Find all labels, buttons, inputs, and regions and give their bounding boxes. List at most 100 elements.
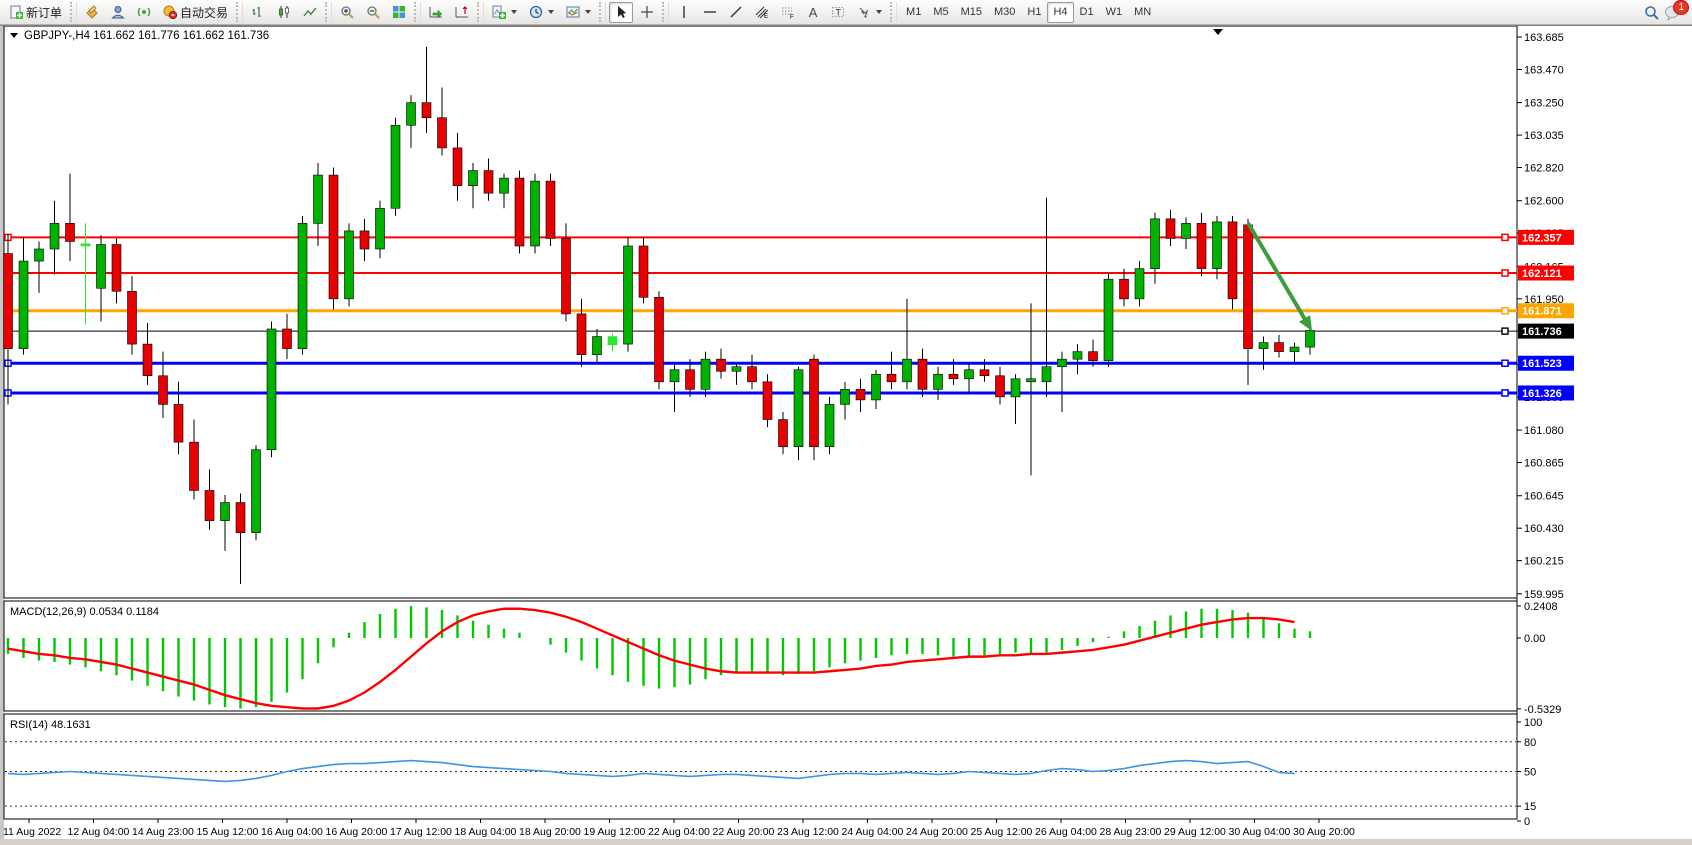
new-order-button[interactable]: 新订单 [4,2,67,23]
arrows-button[interactable] [852,2,887,23]
title-dropdown-icon[interactable] [10,33,18,38]
hline-handle[interactable] [1501,389,1509,397]
timeframe-m1[interactable]: M1 [906,6,922,18]
zoom-out-button[interactable] [361,2,385,23]
time-axis-label: 30 Aug 04:00 [1229,826,1291,838]
candle-body [204,490,215,521]
cursor-button[interactable] [609,1,634,23]
chart-window: 163.685 163.470 163.250 163.035 162.820 162.6… [0,25,1692,845]
candlestick-series [3,46,1315,585]
candle-body [1258,342,1269,349]
bucket-button[interactable] [80,2,104,23]
arrows-icon [857,5,871,19]
template-icon [566,5,580,19]
tile-windows-icon [392,5,406,19]
hline-icon [703,5,717,19]
hline-support-2-badge-label: 161.326 [1522,388,1562,400]
timeframe-mn[interactable]: MN [1134,6,1152,18]
timeframe-m5[interactable]: M5 [933,6,949,18]
channel-button[interactable]: E [750,2,774,23]
crosshair-button[interactable] [635,2,659,23]
candle-body [917,358,928,390]
search-icon[interactable] [1644,5,1659,20]
macd-series [6,606,1312,709]
indicators-button[interactable] [487,2,522,23]
candle-chart-button[interactable] [272,2,296,23]
autotrade-button[interactable]: 自动交易 [158,2,233,23]
bar-chart-button[interactable] [246,2,270,23]
hline-handle[interactable] [1501,233,1509,242]
autoscroll-button[interactable] [424,2,448,23]
timeframe-m15[interactable]: M15 [960,6,982,18]
hline-resistance-1-badge [1518,229,1574,245]
candle-body [855,389,866,401]
label-icon: T [831,5,845,19]
timeframe-h1[interactable]: H1 [1027,6,1042,18]
candle-body [344,230,354,300]
macd-signal-line [7,607,1295,710]
candle-body [251,449,261,534]
rsi-tick-label: 80 [1524,737,1536,749]
symbol-ohlc-readout: GBPJPY-,H4 161.662 161.776 161.662 161.7… [24,30,269,42]
candle-body [1134,268,1145,300]
label-button[interactable]: T [826,2,850,23]
trend-arrow-line[interactable] [1246,221,1308,323]
indicators-icon [492,5,507,19]
candle-body [995,375,1005,398]
candle-body [189,441,199,491]
timeframe-w1[interactable]: W1 [1105,6,1123,18]
candle-body [49,223,60,250]
candle-body [638,245,649,298]
time-axis-label: 29 Aug 12:00 [1164,826,1226,838]
time-axis-label: 23 Aug 12:00 [777,826,839,838]
hline-support-2-badge [1518,385,1574,401]
hline-resistance-2-badge-label: 162.121 [1522,268,1562,280]
hline-handle[interactable] [1501,269,1509,277]
candle-body [871,373,881,401]
fibonacci-button[interactable]: F [776,2,800,23]
chart-shift-button[interactable] [450,2,474,23]
hline-pivot-badge [1518,303,1574,319]
macd-label: MACD(12,26,9) 0.0534 0.1184 [10,606,159,618]
timeframe-h4[interactable]: H4 [1047,1,1074,23]
cursor-icon [614,5,628,19]
price-tick-label: 163.035 [1524,130,1564,142]
text-button[interactable]: A [802,2,824,23]
timeframe-d1[interactable]: D1 [1079,6,1094,18]
vline-button[interactable] [672,2,696,23]
trendline-button[interactable] [724,2,748,23]
candle-body [127,290,137,345]
hline-button[interactable] [698,2,722,23]
time-axis-label: 24 Aug 20:00 [906,826,968,838]
signal-button[interactable] [132,2,156,23]
hline-handle[interactable] [1501,327,1509,335]
candle-body [1243,224,1253,349]
autotrade-icon [163,5,178,20]
timeframe-m30[interactable]: M30 [994,6,1016,18]
hline-handle[interactable] [1501,359,1509,367]
candle-body [731,366,742,372]
separator [477,2,485,22]
candle-body [1119,278,1129,300]
separator [599,2,607,22]
separator [70,2,78,22]
tile-windows-button[interactable] [387,2,411,23]
candle-body [1227,221,1238,300]
chart-canvas[interactable]: 163.685 163.470 163.250 163.035 162.820 162.6… [0,25,1692,845]
candle-body [468,170,478,186]
hline-handle[interactable] [1501,307,1509,315]
candle-body [1010,378,1021,398]
line-chart-button[interactable] [298,2,322,23]
profile-button[interactable] [106,2,130,23]
chat-icon[interactable]: 1 [1664,0,1689,22]
bar-chart-icon [251,5,265,19]
zoom-in-icon [340,5,354,19]
candle-body [700,358,711,390]
trend-arrow-head[interactable] [1298,315,1312,331]
candle-body [375,207,385,250]
period-button[interactable] [524,2,559,23]
zoom-in-button[interactable] [335,2,359,23]
template-button[interactable] [561,2,596,23]
price-tick-label: 161.950 [1524,294,1564,306]
price-tick-label: 161.080 [1524,425,1564,437]
